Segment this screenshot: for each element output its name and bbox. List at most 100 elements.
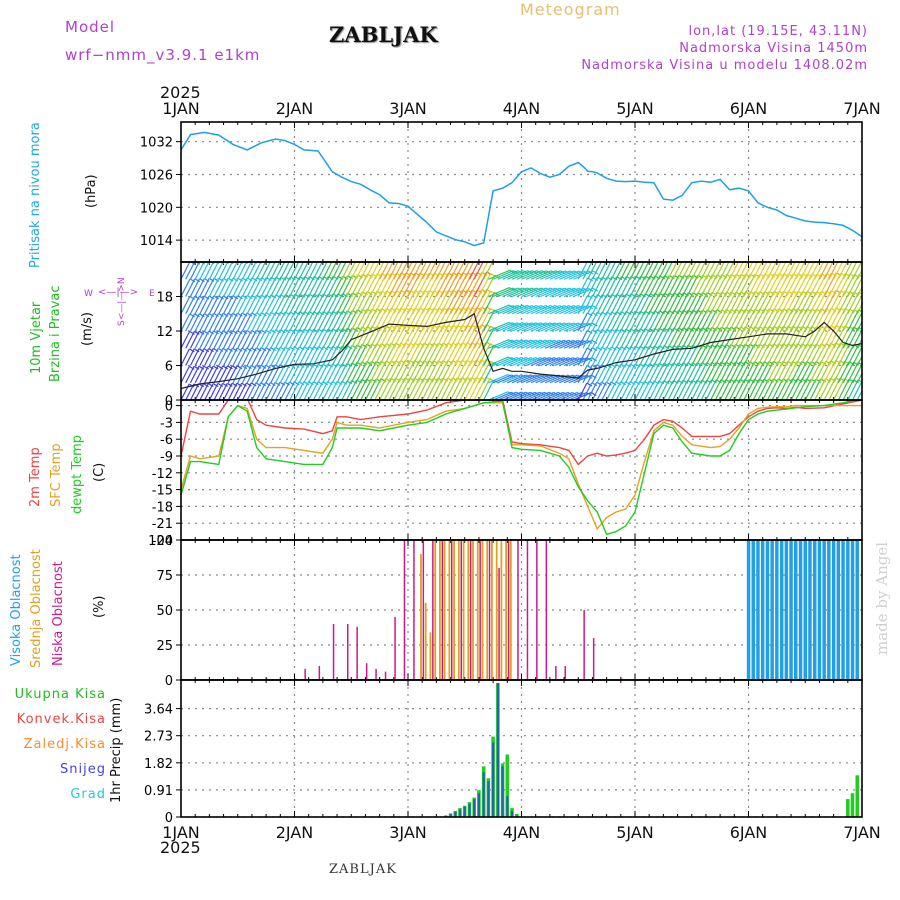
wind-barb — [223, 295, 234, 315]
pressure-ytick-label: 1026 — [140, 169, 173, 184]
wind-barb — [308, 346, 319, 366]
wind-barb — [473, 271, 488, 297]
wind-barb — [416, 377, 430, 400]
wind-barb — [185, 383, 195, 400]
wind-barb — [823, 342, 837, 366]
wind-barb — [478, 290, 492, 315]
wind-barb — [729, 361, 741, 384]
wind-barb-tick — [693, 258, 698, 261]
wind-barb — [398, 262, 409, 280]
wind-barb — [691, 344, 703, 366]
wind-barb — [629, 346, 641, 366]
wind-barb — [213, 278, 224, 297]
wind-barb-tick — [444, 256, 449, 259]
wind-barb — [549, 322, 570, 332]
date-label-bottom: 6JAN — [730, 823, 768, 842]
wind-barb — [398, 342, 411, 366]
wind-barb-tick — [194, 330, 200, 335]
wind-barb — [856, 372, 862, 384]
wind-barb-tick — [203, 383, 209, 388]
wind-barb — [322, 328, 334, 349]
wind-barb — [738, 308, 751, 332]
wind-barb — [478, 262, 489, 280]
wind-barb — [279, 294, 291, 315]
wind-barb — [705, 327, 718, 349]
wind-barb — [237, 347, 248, 366]
wind-barb — [426, 272, 440, 297]
wind-barb — [799, 291, 813, 315]
cloud-low-bar — [545, 540, 548, 680]
wind-barb — [393, 325, 406, 349]
wind-barb — [341, 362, 353, 384]
wind-barb — [828, 272, 842, 297]
wind-barb-tick — [353, 258, 358, 261]
wind-barb — [766, 343, 779, 366]
cloud-low-bar — [432, 540, 434, 680]
wind-barb — [686, 379, 698, 400]
wind-barb — [223, 382, 233, 400]
wind-barb — [747, 326, 761, 349]
wind-barb — [577, 262, 588, 280]
station-title: ZABLJAK — [329, 22, 438, 47]
wind-barb — [199, 313, 210, 332]
wind-barb — [185, 278, 196, 297]
wind-barb — [686, 362, 698, 384]
wind-barb — [610, 328, 622, 349]
wind-barb — [322, 381, 333, 400]
wind-barb — [341, 310, 353, 332]
wind-barb — [402, 377, 415, 400]
wind-barb — [568, 270, 589, 280]
wind-barb — [554, 305, 575, 315]
wind-barb — [468, 289, 483, 315]
wind-barb — [719, 361, 732, 384]
cloud-high-bar — [784, 540, 789, 680]
wind-barb — [861, 381, 862, 383]
wind-barb — [653, 345, 665, 366]
wind-barb — [714, 361, 727, 384]
wind-barb-tick — [246, 364, 252, 370]
pressure-series — [181, 131, 862, 247]
wind-barb — [497, 374, 517, 384]
wind-barb — [629, 293, 641, 315]
wind-ytick-label: 18 — [156, 291, 173, 306]
cloud-mid-bar — [420, 554, 422, 680]
wind-barb — [383, 342, 397, 366]
wind-barb — [530, 304, 551, 315]
wind-barb — [776, 273, 789, 297]
pressure-ytick-label: 1032 — [140, 136, 173, 151]
wind-barb — [596, 381, 607, 400]
wind-barb — [426, 377, 439, 400]
wind-barb — [393, 262, 404, 280]
cloud-mid-bar — [448, 540, 451, 680]
wind-barb — [733, 273, 747, 297]
cloud-high-bar — [831, 540, 836, 680]
cloud-low-bar — [422, 540, 425, 680]
wind-barb-tick — [836, 255, 841, 258]
wind-barb — [714, 262, 725, 280]
wind-barb — [648, 380, 660, 400]
wind-barb — [625, 276, 637, 297]
wind-barb — [686, 274, 699, 297]
wind-barb — [747, 273, 761, 297]
wind-barb — [662, 262, 673, 280]
wind-barb — [804, 273, 818, 297]
precip-series — [181, 683, 862, 817]
wind-barb — [610, 346, 622, 366]
date-label-top: 2JAN — [276, 99, 314, 118]
wind-barb — [596, 346, 608, 366]
cloud-high-bar — [850, 540, 855, 680]
wind-barb — [398, 377, 411, 400]
wind-barb — [388, 325, 402, 349]
wind-barb — [360, 378, 372, 400]
wind-barb — [601, 311, 613, 332]
wind-barb — [629, 328, 641, 349]
wind-barb — [256, 262, 267, 280]
wind-barb — [502, 304, 523, 315]
wind-barb-tick — [698, 258, 703, 261]
wind-barb — [350, 274, 364, 297]
wind-barb — [303, 311, 315, 332]
wind-barb — [559, 339, 579, 349]
wind-barb — [507, 304, 528, 315]
wind-barb — [544, 305, 565, 315]
wind-barb — [336, 328, 348, 349]
